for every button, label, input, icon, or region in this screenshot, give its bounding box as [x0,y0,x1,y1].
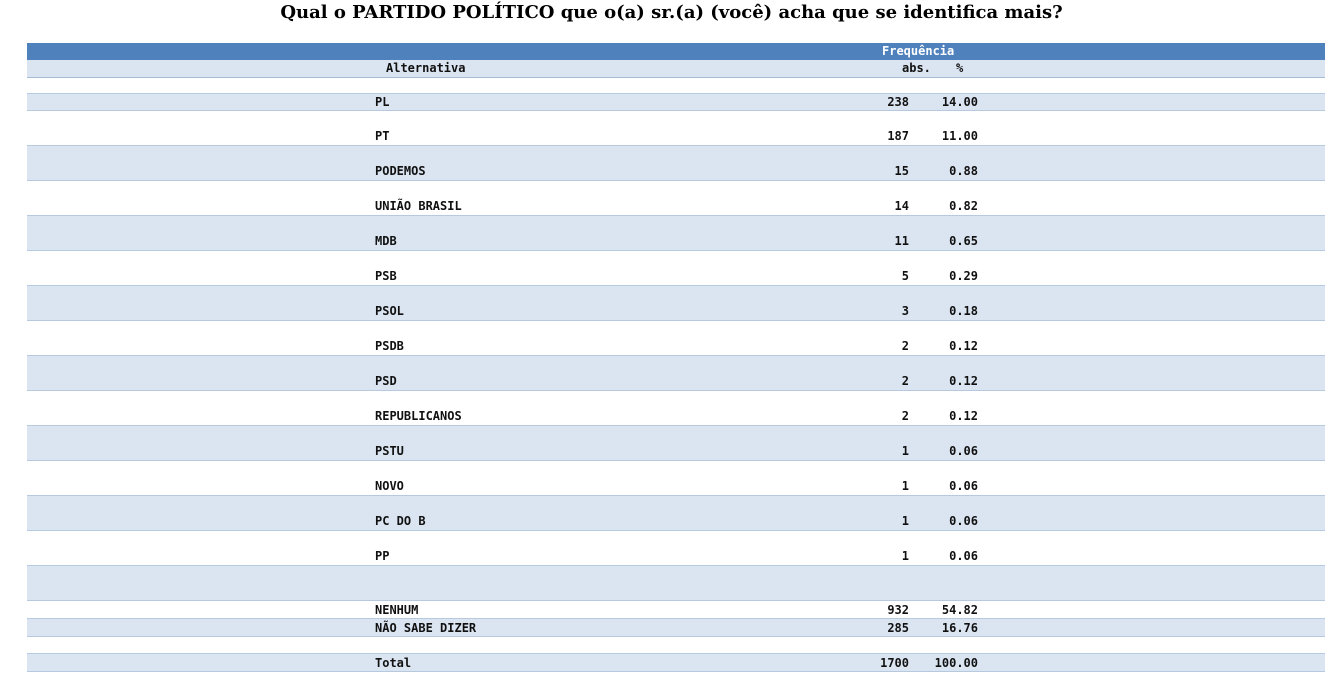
row-pct: 0.06 [949,549,978,563]
row-label: PC DO B [375,514,426,528]
table-row: MDB 11 0.65 [27,216,1325,251]
table-row: UNIÃO BRASIL 14 0.82 [27,181,1325,216]
row-pct: 0.06 [949,444,978,458]
row-pct: 0.06 [949,479,978,493]
table-row: NENHUM 932 54.82 [27,601,1325,619]
table-row: PODEMOS 15 0.88 [27,146,1325,181]
row-abs: 14 [894,199,909,213]
row-abs: 3 [901,304,909,318]
table-column-header: Alternativa abs. % [27,60,1325,78]
table-row: PL 238 14.00 [27,94,1325,111]
row-pct: 0.65 [949,234,978,248]
row-label: PSTU [375,444,404,458]
alternativa-header: Alternativa [386,61,466,75]
row-abs: 1 [901,549,909,563]
table-row: PT 187 11.00 [27,111,1325,146]
table-body: PL 238 14.00 PT 187 11.00 PODEMOS 15 0.88 UNIÃO B… [27,94,1325,672]
row-abs: 1 [901,514,909,528]
row-abs: 285 [887,621,909,635]
table-row: PSOL 3 0.18 [27,286,1325,321]
row-label: PT [375,129,390,143]
row-label: MDB [375,234,397,248]
page-title: Qual o PARTIDO POLÍTICO que o(a) sr.(a) … [280,2,1063,23]
row-abs: 2 [901,339,909,353]
row-pct: 0.88 [949,164,978,178]
row-abs: 932 [887,603,909,617]
row-abs: 2 [901,409,909,423]
spacer-row [27,78,1325,94]
row-pct: 14.00 [941,95,978,109]
row-abs: 238 [887,95,909,109]
table-row: PSDB 2 0.12 [27,321,1325,356]
row-pct: 0.82 [949,199,978,213]
table-group-header: Frequência [27,43,1325,60]
row-label: PL [375,95,390,109]
table-row: NÃO SABE DIZER 285 16.76 [27,619,1325,637]
row-label: NENHUM [375,603,419,617]
abs-header: abs. [902,61,931,75]
frequency-table: Frequência Alternativa abs. % PL 238 14.00… [27,43,1325,672]
row-label: PSOL [375,304,404,318]
row-pct: 0.12 [949,339,978,353]
table-row: PSB 5 0.29 [27,251,1325,286]
row-abs: 11 [894,234,909,248]
table-row: REPUBLICANOS 2 0.12 [27,391,1325,426]
spacer-row [27,637,1325,654]
row-pct: 11.00 [941,129,978,143]
row-label: NOVO [375,479,404,493]
row-pct: 0.06 [949,514,978,528]
row-label: PODEMOS [375,164,426,178]
row-pct: 0.12 [949,374,978,388]
row-pct: 16.76 [941,621,978,635]
row-label: Total [375,656,412,670]
row-abs: 15 [894,164,909,178]
table-row: PC DO B 1 0.06 [27,496,1325,531]
row-label: PSD [375,374,397,388]
row-pct: 0.29 [949,269,978,283]
row-label: NÃO SABE DIZER [375,621,477,635]
row-abs: 2 [901,374,909,388]
table-row: PSTU 1 0.06 [27,426,1325,461]
table-row: PP 1 0.06 [27,531,1325,566]
row-pct: 100.00 [934,656,978,670]
row-label: UNIÃO BRASIL [375,199,462,213]
row-pct: 54.82 [941,603,978,617]
table-row: PSD 2 0.12 [27,356,1325,391]
row-pct: 0.12 [949,409,978,423]
row-abs: 1 [901,444,909,458]
frequency-header: Frequência [882,44,955,58]
row-abs: 1 [901,479,909,493]
pct-header: % [956,61,964,75]
row-label: PSB [375,269,397,283]
row-abs: 187 [887,129,909,143]
row-label: REPUBLICANOS [375,409,462,423]
row-abs: 5 [901,269,909,283]
row-abs: 1700 [880,656,909,670]
table-row: NOVO 1 0.06 [27,461,1325,496]
spacer-row [27,566,1325,601]
row-pct: 0.18 [949,304,978,318]
row-label: PP [375,549,390,563]
table-row: Total 1700 100.00 [27,654,1325,672]
row-label: PSDB [375,339,404,353]
